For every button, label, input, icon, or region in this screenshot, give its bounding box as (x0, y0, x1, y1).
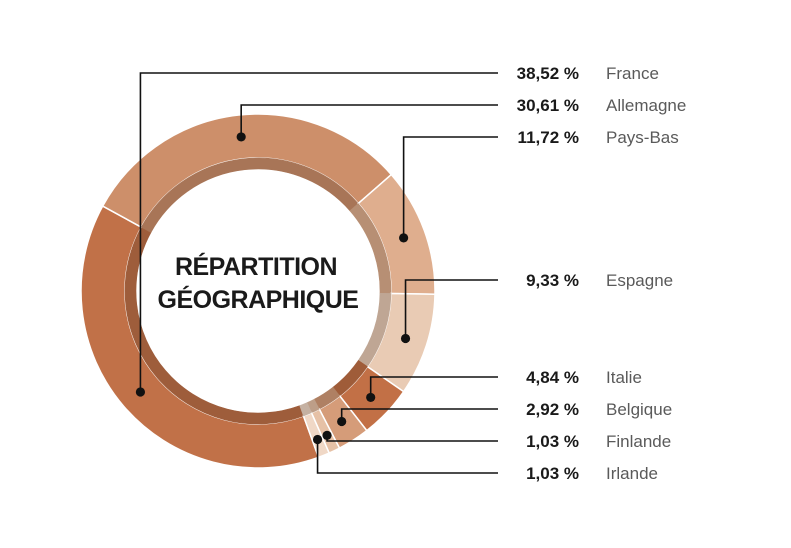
leader-lines (135, 72, 498, 474)
value-label-belgique: 2,92 % (526, 400, 579, 419)
country-label-allemagne: Allemagne (606, 96, 686, 115)
chart-title-line-2: GÉOGRAPHIQUE (158, 285, 359, 314)
value-label-irlande: 1,03 % (526, 464, 579, 483)
leader-line-irlande (316, 439, 498, 474)
country-label-espagne: Espagne (606, 271, 673, 290)
leader-line-pays-bas (402, 136, 498, 238)
leader-line-france (139, 72, 498, 393)
slice-allemagne (101, 113, 393, 229)
chart-title-line-1: RÉPARTITION (175, 252, 337, 281)
leader-dot-belgique (337, 416, 347, 427)
leader-dot-finlande (322, 430, 332, 440)
leader-line-italie (369, 376, 498, 398)
value-label-finlande: 1,03 % (526, 432, 579, 451)
value-label-pays-bas: 11,72 % (518, 128, 579, 147)
value-label-italie: 4,84 % (526, 368, 579, 387)
slice-france (80, 205, 320, 469)
country-label-france: France (606, 64, 659, 83)
leader-dot-irlande (312, 434, 323, 445)
value-label-allemagne: 30,61 % (517, 96, 579, 115)
leader-dot-allemagne (236, 132, 246, 142)
slice-inner-irlande (299, 402, 312, 417)
country-label-finlande: Finlande (606, 432, 671, 451)
leader-dot-pays-bas (399, 233, 409, 243)
leader-dot-italie (366, 392, 376, 403)
value-label-france: 38,52 % (517, 64, 579, 83)
country-label-belgique: Belgique (606, 400, 672, 419)
leader-dot-espagne (400, 333, 411, 344)
country-label-italie: Italie (606, 368, 642, 387)
leader-line-allemagne (240, 104, 498, 137)
country-label-irlande: Irlande (606, 464, 658, 483)
country-label-pays-bas: Pays-Bas (606, 128, 679, 147)
legend-labels: 38,52 % France 30,61 % Allemagne 11,72 % Pays… (517, 64, 687, 483)
value-label-espagne: 9,33 % (526, 271, 579, 290)
leader-dot-france (135, 387, 146, 397)
leader-line-espagne (404, 279, 498, 339)
